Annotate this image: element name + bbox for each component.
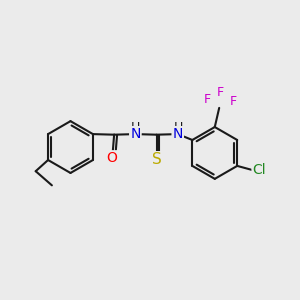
Text: Cl: Cl <box>253 163 266 177</box>
Text: F: F <box>230 95 237 108</box>
Text: F: F <box>217 86 224 99</box>
Text: N: N <box>130 127 140 141</box>
Text: H: H <box>131 121 140 134</box>
Text: H: H <box>173 121 183 134</box>
Text: O: O <box>106 151 118 165</box>
Text: F: F <box>203 93 210 106</box>
Text: N: N <box>172 127 183 141</box>
Text: S: S <box>152 152 161 167</box>
